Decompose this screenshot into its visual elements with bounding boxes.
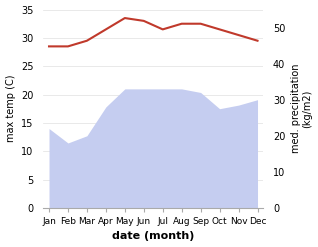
Y-axis label: max temp (C): max temp (C) — [5, 75, 16, 143]
X-axis label: date (month): date (month) — [112, 231, 194, 242]
Y-axis label: med. precipitation
(kg/m2): med. precipitation (kg/m2) — [291, 64, 313, 153]
